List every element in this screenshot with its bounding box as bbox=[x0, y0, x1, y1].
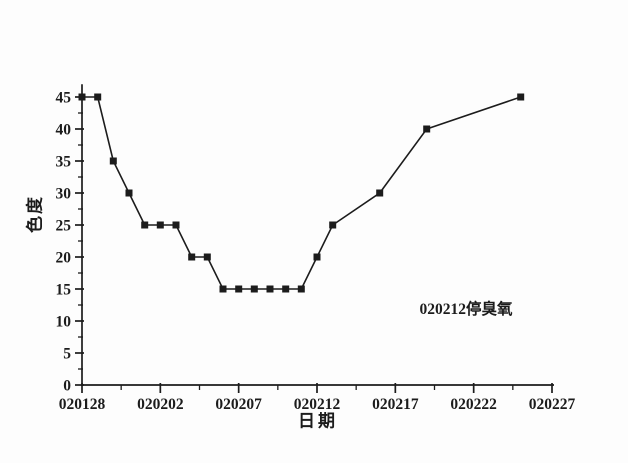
data-point-marker bbox=[423, 125, 431, 133]
chart-annotation: 020212停臭氧 bbox=[419, 301, 513, 318]
x-tick-label: 020207 bbox=[215, 396, 262, 413]
data-point-marker bbox=[235, 285, 243, 293]
x-tick-label: 020222 bbox=[450, 396, 497, 413]
x-axis-title: 日期 bbox=[298, 411, 338, 431]
x-tick-label: 020202 bbox=[137, 396, 184, 413]
y-tick-label: 20 bbox=[56, 250, 72, 267]
data-point-marker bbox=[188, 253, 196, 261]
data-point-marker bbox=[376, 189, 384, 197]
data-point-marker bbox=[203, 253, 211, 261]
y-tick-label: 30 bbox=[56, 186, 72, 203]
data-point-marker bbox=[109, 157, 117, 165]
y-tick-label: 0 bbox=[63, 378, 71, 395]
y-axis-title: 色度 bbox=[25, 195, 45, 233]
data-point-marker bbox=[329, 221, 337, 229]
y-tick-label: 40 bbox=[56, 122, 72, 139]
y-tick-label: 5 bbox=[63, 346, 71, 363]
data-point-marker bbox=[94, 93, 102, 101]
series-line bbox=[82, 96, 521, 290]
x-tick-label: 020217 bbox=[372, 396, 419, 413]
data-point-marker bbox=[141, 221, 149, 229]
y-tick-label: 15 bbox=[56, 282, 72, 299]
y-tick-label: 45 bbox=[56, 90, 72, 107]
x-tick-label: 020212 bbox=[294, 396, 341, 413]
data-point-marker bbox=[156, 221, 164, 229]
y-tick-label: 25 bbox=[56, 218, 72, 235]
y-tick-label: 35 bbox=[56, 154, 72, 171]
data-point-marker bbox=[297, 285, 305, 293]
x-tick-label: 020227 bbox=[529, 396, 576, 413]
data-point-marker bbox=[219, 285, 227, 293]
data-point-marker bbox=[282, 285, 290, 293]
data-point-marker bbox=[78, 93, 86, 101]
x-tick-label: 020128 bbox=[59, 396, 106, 413]
data-point-marker bbox=[250, 285, 258, 293]
data-point-marker bbox=[517, 93, 525, 101]
data-point-marker bbox=[125, 189, 133, 197]
data-point-marker bbox=[266, 285, 274, 293]
y-tick-label: 10 bbox=[56, 314, 72, 331]
data-point-marker bbox=[172, 221, 180, 229]
data-point-marker bbox=[313, 253, 321, 261]
